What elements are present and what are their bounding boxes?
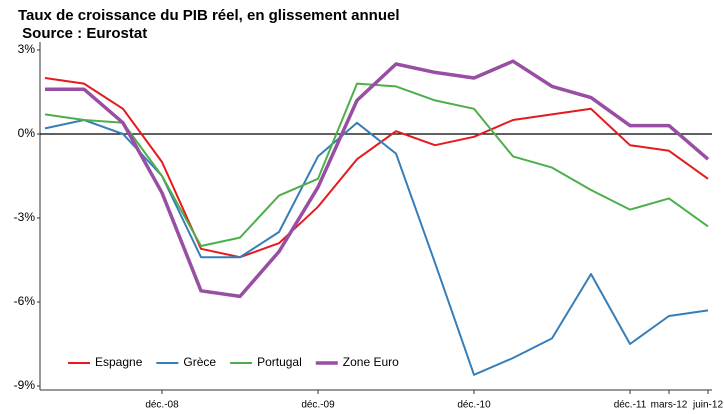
x-tick-label: juin-12	[692, 400, 723, 411]
x-tick-label: déc.-11	[614, 400, 647, 411]
legend-label: Espagne	[95, 355, 143, 369]
y-tick-label: 3%	[18, 42, 36, 56]
legend-label: Grèce	[183, 355, 216, 369]
y-tick-label: 0%	[18, 126, 36, 140]
x-tick-label: mars-12	[651, 400, 688, 411]
y-tick-label: -6%	[14, 294, 36, 308]
series-line	[44, 119, 709, 376]
x-tick-label: déc.-09	[301, 400, 335, 411]
y-tick-label: -3%	[14, 210, 36, 224]
x-tick-label: déc.-08	[145, 400, 179, 411]
chart-title: Taux de croissance du PIB réel, en gliss…	[18, 7, 400, 24]
chart-subtitle: Source : Eurostat	[18, 25, 147, 42]
x-tick-label: déc.-10	[457, 400, 491, 411]
series-line	[45, 59, 710, 299]
series-line	[44, 77, 709, 259]
y-tick-label: -9%	[14, 378, 36, 392]
series-line	[44, 82, 709, 247]
legend-label: Portugal	[257, 355, 302, 369]
legend-label: Zone Euro	[343, 355, 399, 369]
